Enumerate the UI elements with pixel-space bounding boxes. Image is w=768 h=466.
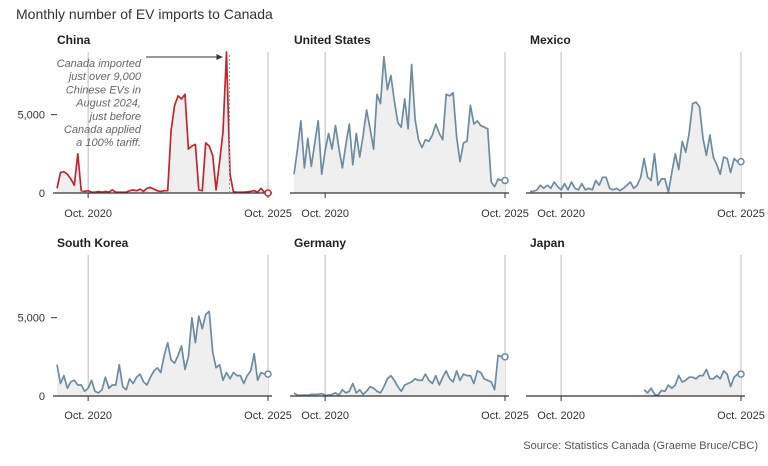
x-tick-label: Oct. 2025 — [717, 208, 765, 220]
chart-title: Monthly number of EV imports to Canada — [16, 6, 273, 22]
annotation-text: just over 9,000 — [67, 71, 142, 83]
series-line — [293, 55, 505, 188]
series-line — [56, 51, 269, 194]
x-tick-label: Oct. 2025 — [481, 410, 529, 422]
x-tick-label: Oct. 2025 — [244, 410, 292, 422]
annotation-text: Canada applied — [64, 124, 142, 136]
x-tick-label: Oct. 2020 — [537, 208, 585, 220]
end-marker — [501, 176, 509, 185]
x-tick-label: Oct. 2025 — [244, 208, 292, 220]
panel-mexico: Mexico Oct. 2020 Oct. 2025 — [526, 33, 765, 220]
end-marker — [737, 370, 745, 378]
series-line — [643, 368, 741, 397]
panel-united-states: United States Oct. 2020 Oct. 2025 — [290, 33, 529, 220]
panel-germany: Germany Oct. 2020 Oct. 2025 — [290, 236, 529, 422]
panel-japan: Japan Oct. 2020 Oct. 2025 — [526, 236, 765, 422]
annotation-arrowhead — [216, 54, 223, 60]
annotation-text: just before — [88, 111, 141, 123]
x-tick-label: Oct. 2020 — [64, 208, 112, 220]
panel-title: Mexico — [530, 33, 571, 47]
x-tick-label: Oct. 2020 — [301, 208, 349, 220]
series-area — [530, 102, 741, 193]
end-marker — [264, 370, 272, 378]
panel-title: United States — [294, 33, 371, 47]
y-tick-label: 0 — [39, 391, 45, 403]
panel-title: South Korea — [57, 236, 129, 250]
panel-title: Germany — [294, 236, 346, 250]
panel-title: China — [57, 33, 91, 47]
y-tick-label: 0 — [39, 188, 45, 200]
panel-china: China 0 5,000 Oct. 2020 Oct. 2025 Canada impo… — [17, 33, 291, 220]
annotation-text: a 100% tariff. — [76, 137, 141, 149]
series-area — [57, 311, 268, 396]
x-tick-label: Oct. 2020 — [64, 410, 112, 422]
series-line — [530, 101, 741, 194]
source-note: Source: Statistics Canada (Graeme Bruce/… — [523, 440, 758, 452]
end-marker — [264, 189, 272, 197]
annotation-text: Chinese EVs in — [66, 84, 141, 96]
end-marker — [501, 353, 509, 361]
x-tick-label: Oct. 2020 — [537, 410, 585, 422]
y-tick-label: 5,000 — [17, 110, 45, 122]
panel-south-korea: South Korea 0 5,000 Oct. 2020 Oct. 2025 — [17, 236, 291, 422]
series-area — [57, 52, 268, 193]
annotation-text: Canada imported — [57, 58, 142, 70]
panel-title: Japan — [530, 236, 565, 250]
series-line — [293, 354, 505, 397]
series-area — [294, 355, 505, 396]
x-tick-label: Oct. 2020 — [301, 410, 349, 422]
x-tick-label: Oct. 2025 — [481, 208, 529, 220]
series-line — [56, 310, 268, 394]
end-marker — [737, 157, 745, 166]
annotation-text: August 2024, — [75, 98, 141, 110]
x-tick-label: Oct. 2025 — [717, 410, 765, 422]
y-tick-label: 5,000 — [17, 313, 45, 325]
